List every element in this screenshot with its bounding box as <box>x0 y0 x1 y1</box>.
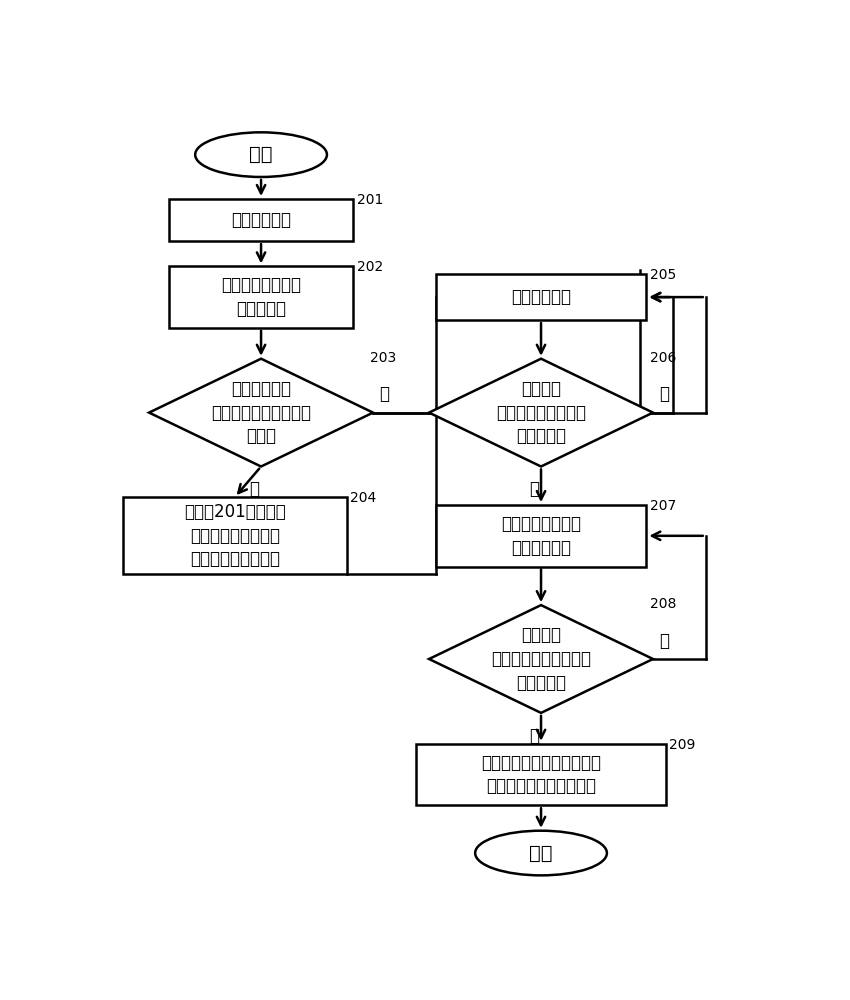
Text: 自动开启内置的短
距离通信模块: 自动开启内置的短 距离通信模块 <box>501 515 581 557</box>
Text: 206: 206 <box>649 351 676 365</box>
Text: 208: 208 <box>649 597 676 611</box>
Text: 判断待机
时长是否已超过预设
的时间阈値: 判断待机 时长是否已超过预设 的时间阈値 <box>496 380 586 445</box>
Text: 否: 否 <box>660 632 670 650</box>
Text: 否: 否 <box>660 385 670 403</box>
Bar <box>416 744 666 805</box>
Text: 201: 201 <box>357 193 383 207</box>
Text: 获取当前移动终端
的位置信息: 获取当前移动终端 的位置信息 <box>221 276 301 318</box>
Polygon shape <box>429 359 653 466</box>
Polygon shape <box>429 605 653 713</box>
Ellipse shape <box>196 132 327 177</box>
Bar <box>122 497 347 574</box>
Bar <box>169 266 354 328</box>
Text: 获取时间阈値: 获取时间阈値 <box>231 211 291 229</box>
Text: 是: 是 <box>530 727 540 745</box>
Ellipse shape <box>475 831 607 875</box>
Text: 203: 203 <box>370 351 396 365</box>
Text: 对步骤201中获取的
时间阈値进行调整，
得到最终的时间阈値: 对步骤201中获取的 时间阈値进行调整， 得到最终的时间阈値 <box>184 503 286 568</box>
Bar <box>435 274 647 320</box>
Text: 是: 是 <box>249 480 259 498</box>
Text: 检测待机时长: 检测待机时长 <box>511 288 571 306</box>
Text: 结束: 结束 <box>530 844 552 863</box>
Text: 判断当前移动
终端是否位于预设的特
定位置: 判断当前移动 终端是否位于预设的特 定位置 <box>211 380 311 445</box>
Polygon shape <box>149 359 373 466</box>
Text: 209: 209 <box>670 738 696 752</box>
Text: 判断短距
离通信模块是否接收到
预设的信息: 判断短距 离通信模块是否接收到 预设的信息 <box>491 626 591 692</box>
Text: 204: 204 <box>350 491 377 505</box>
Bar <box>169 199 354 241</box>
Text: 207: 207 <box>649 499 676 513</box>
Text: 205: 205 <box>649 268 676 282</box>
Text: 开始: 开始 <box>249 145 273 164</box>
Text: 否: 否 <box>380 385 389 403</box>
Text: 202: 202 <box>357 260 382 274</box>
Text: 终端触发预设的用于提示本
移动终端位置的响应机制: 终端触发预设的用于提示本 移动终端位置的响应机制 <box>481 754 601 795</box>
Text: 是: 是 <box>530 480 540 498</box>
Bar <box>435 505 647 567</box>
